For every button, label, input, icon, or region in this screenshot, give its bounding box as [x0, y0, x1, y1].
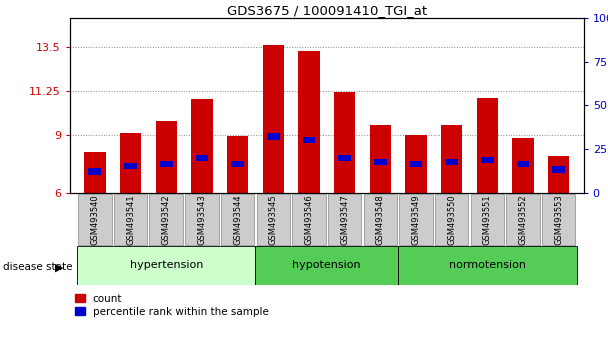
FancyBboxPatch shape — [328, 194, 361, 245]
Text: GSM493546: GSM493546 — [305, 194, 314, 245]
FancyBboxPatch shape — [399, 194, 433, 245]
Text: normotension: normotension — [449, 261, 526, 270]
FancyBboxPatch shape — [150, 194, 183, 245]
Bar — [231, 161, 244, 167]
Bar — [160, 161, 173, 167]
Text: GSM493545: GSM493545 — [269, 194, 278, 245]
Text: GSM493552: GSM493552 — [519, 194, 528, 245]
Text: GSM493542: GSM493542 — [162, 194, 171, 245]
Text: GSM493541: GSM493541 — [126, 194, 135, 245]
FancyBboxPatch shape — [506, 194, 540, 245]
FancyBboxPatch shape — [185, 194, 219, 245]
Bar — [156, 121, 177, 193]
FancyBboxPatch shape — [114, 194, 147, 245]
FancyBboxPatch shape — [364, 194, 397, 245]
Text: hypotension: hypotension — [292, 261, 361, 270]
Text: GSM493550: GSM493550 — [447, 194, 456, 245]
Bar — [227, 136, 248, 193]
Bar — [267, 133, 280, 139]
Text: disease state: disease state — [3, 262, 72, 272]
FancyBboxPatch shape — [398, 246, 576, 285]
Bar — [299, 51, 320, 193]
Text: GSM493544: GSM493544 — [233, 194, 242, 245]
Text: hypertension: hypertension — [130, 261, 203, 270]
Bar — [120, 133, 141, 193]
Bar — [303, 137, 316, 143]
Text: GSM493540: GSM493540 — [91, 194, 99, 245]
FancyBboxPatch shape — [77, 246, 255, 285]
Bar — [374, 159, 387, 165]
Text: ▶: ▶ — [55, 262, 63, 272]
Legend: count, percentile rank within the sample: count, percentile rank within the sample — [75, 294, 269, 317]
Bar — [410, 161, 423, 167]
Bar — [481, 157, 494, 163]
FancyBboxPatch shape — [78, 194, 112, 245]
Bar — [441, 125, 462, 193]
Bar — [552, 166, 565, 173]
Text: GSM493547: GSM493547 — [340, 194, 349, 245]
FancyBboxPatch shape — [255, 246, 398, 285]
Bar — [477, 97, 498, 193]
Text: GSM493551: GSM493551 — [483, 194, 492, 245]
Bar — [445, 159, 458, 165]
Bar — [196, 155, 209, 161]
Bar — [548, 156, 570, 193]
Bar — [192, 99, 213, 193]
Bar — [124, 162, 137, 169]
Text: GSM493548: GSM493548 — [376, 194, 385, 245]
Bar — [370, 125, 391, 193]
FancyBboxPatch shape — [292, 194, 326, 245]
Bar — [406, 135, 427, 193]
Bar — [338, 155, 351, 161]
Title: GDS3675 / 100091410_TGI_at: GDS3675 / 100091410_TGI_at — [227, 4, 427, 17]
FancyBboxPatch shape — [257, 194, 290, 245]
Bar — [513, 138, 534, 193]
FancyBboxPatch shape — [221, 194, 254, 245]
Bar — [334, 92, 355, 193]
Bar — [84, 152, 106, 193]
Text: GSM493553: GSM493553 — [554, 194, 563, 245]
Bar — [263, 45, 284, 193]
FancyBboxPatch shape — [542, 194, 576, 245]
Text: GSM493549: GSM493549 — [412, 194, 421, 245]
Bar — [517, 161, 530, 167]
FancyBboxPatch shape — [435, 194, 468, 245]
FancyBboxPatch shape — [471, 194, 504, 245]
Text: GSM493543: GSM493543 — [198, 194, 207, 245]
Bar — [89, 169, 102, 175]
